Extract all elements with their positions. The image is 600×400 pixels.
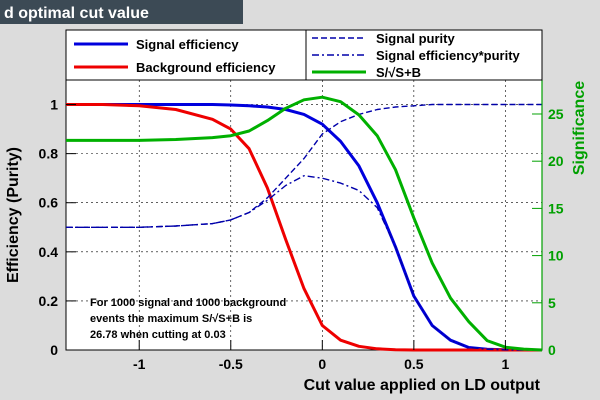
y-tick-label-1: 0.2 [39, 293, 59, 309]
x-tick-label-4: 1 [501, 356, 509, 372]
series-line-1 [66, 103, 542, 352]
annotation-line-3: 26.78 when cutting at 0.03 [90, 329, 226, 341]
x-tick-label-0: -1 [133, 356, 146, 372]
y-right-tick-label-1: 5 [548, 295, 556, 311]
plot-area [65, 79, 543, 351]
legend-label-2: Signal purity [376, 31, 456, 46]
y-tick-label-3: 0.6 [39, 195, 59, 211]
legend-left-box [65, 29, 307, 81]
chart-title: d optimal cut value [4, 5, 149, 22]
legend-label-1: Background efficiency [136, 60, 276, 75]
y-right-tick-label-4: 20 [548, 153, 564, 169]
x-tick-label-1: -0.5 [219, 356, 243, 372]
y-tick-label-5: 1 [50, 97, 58, 113]
x-axis-title: Cut value applied on LD output [304, 377, 541, 394]
x-tick-label-3: 0.5 [404, 356, 424, 372]
annotation-line-1: For 1000 signal and 1000 background [90, 297, 286, 309]
y-right-tick-label-3: 15 [548, 200, 564, 216]
legend-label-0: Signal efficiency [136, 37, 239, 52]
y-tick-label-4: 0.8 [39, 146, 59, 162]
y-tick-label-2: 0.4 [39, 244, 59, 260]
y-right-tick-label-5: 25 [548, 106, 564, 122]
y-axis-title: Efficiency (Purity) [5, 147, 22, 283]
y-right-tick-label-0: 0 [548, 342, 556, 358]
title-box [0, 0, 243, 24]
legend-label-4: S/√S+B [376, 65, 421, 80]
series-line-4 [66, 95, 543, 352]
series-layer [66, 95, 543, 352]
legend: Signal efficiency Background efficiency Si… [65, 29, 543, 81]
series-line-3 [66, 174, 542, 351]
series-line-2 [66, 103, 542, 229]
legend-label-3: Signal efficiency*purity [376, 48, 521, 63]
y-right-axis-title: Significance [571, 81, 588, 175]
annotation: For 1000 signal and 1000 background even… [90, 297, 286, 341]
x-tick-label-2: 0 [318, 356, 326, 372]
y-right-tick-label-2: 10 [548, 248, 564, 264]
y-tick-label-0: 0 [50, 342, 58, 358]
annotation-line-2: events the maximum S/√S+B is [90, 313, 252, 325]
